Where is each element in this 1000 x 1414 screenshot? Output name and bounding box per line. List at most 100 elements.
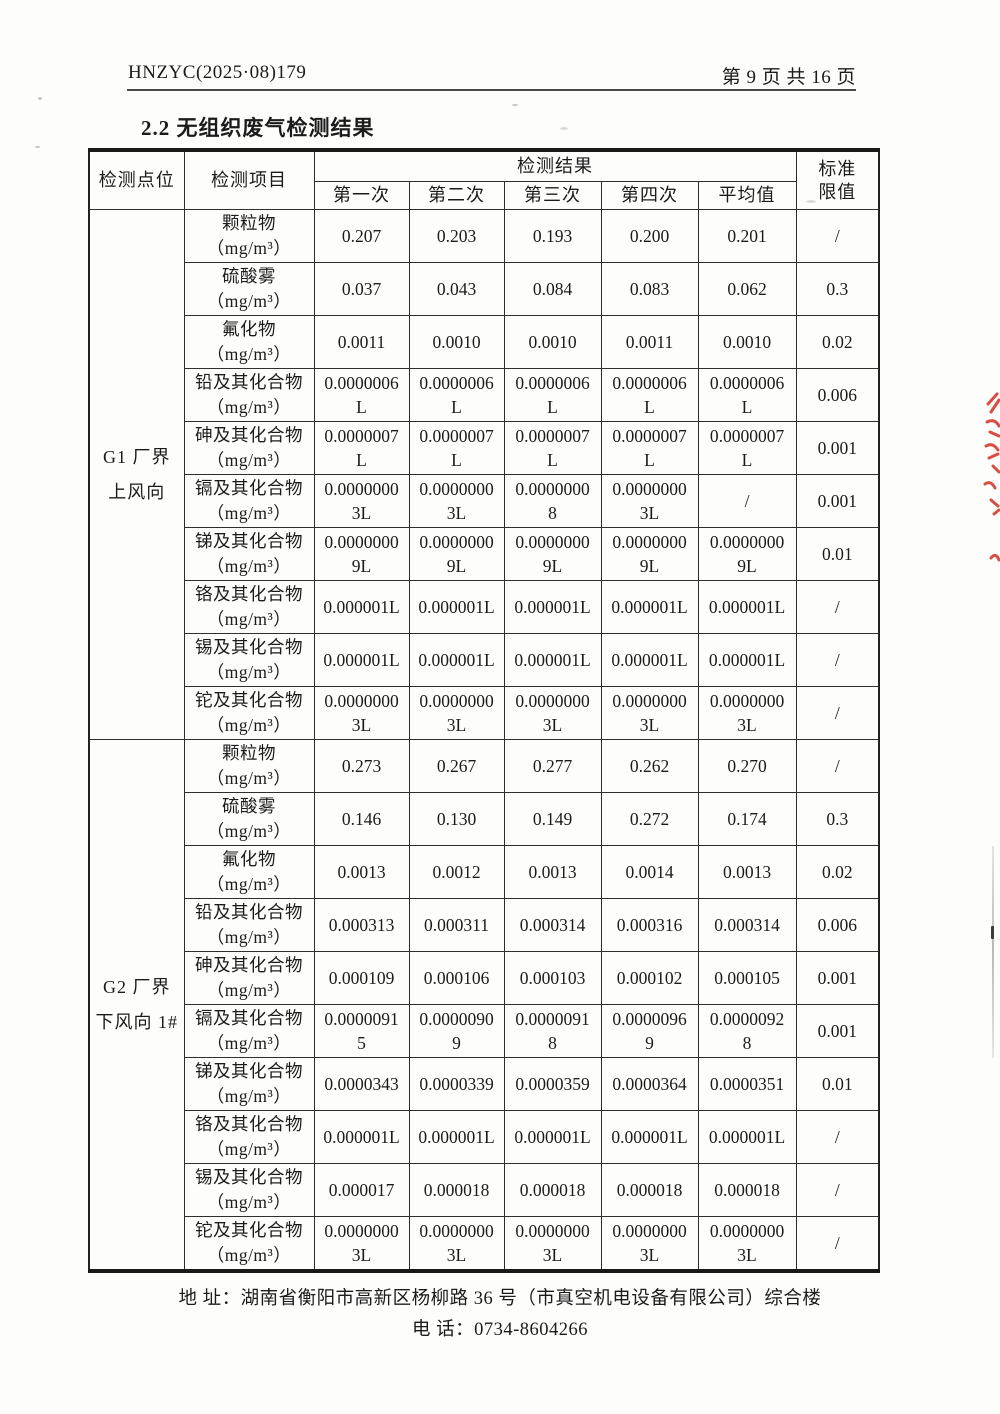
table-row: 铊及其化合物 （mg/m³） 0.0000000 3L 0.0000000 3L 0.0… xyxy=(89,686,880,740)
result-value-cell: 0.000103 xyxy=(503,951,602,1005)
item-name: 铅及其化合物 xyxy=(195,901,303,922)
result-value-cell: 0.0000343 xyxy=(313,1057,410,1111)
result-value-cell: 0.084 xyxy=(503,262,602,316)
footer-address: 地 址：湖南省衡阳市高新区杨柳路 36 号（市真空机电设备有限公司）综合楼 xyxy=(178,1289,822,1309)
table-row: 镉及其化合物 （mg/m³） 0.0000000 3L 0.0000000 3L 0.0… xyxy=(89,474,880,528)
standard-limit-cell: / xyxy=(795,580,880,634)
scan-speck xyxy=(560,127,568,130)
result-value-cell: 0.000018 xyxy=(408,1163,505,1217)
result-value-cell: 0.0000000 3L xyxy=(313,686,410,740)
table-row: 铬及其化合物 （mg/m³） 0.000001L 0.000001L 0.000001L… xyxy=(89,580,880,634)
red-seal-fragment-icon xyxy=(983,392,1000,562)
result-value-cell: 0.0000364 xyxy=(600,1057,699,1111)
col-header-run-3: 第三次 xyxy=(503,181,602,210)
result-value-cell: 0.149 xyxy=(503,792,602,846)
result-value-cell: 0.0000000 3L xyxy=(408,474,505,528)
item-unit: （mg/m³） xyxy=(206,1139,292,1159)
result-value-cell: 0.0000007 L xyxy=(697,421,797,475)
result-value-cell: 0.0000000 3L xyxy=(697,1216,797,1272)
item-unit: （mg/m³） xyxy=(206,1086,292,1106)
result-value-cell: 0.0000000 3L xyxy=(600,686,699,740)
result-value-cell: 0.0000007 L xyxy=(600,421,699,475)
standard-limit-cell: 0.01 xyxy=(795,527,880,581)
item-unit: （mg/m³） xyxy=(206,450,292,470)
item-name: 砷及其化合物 xyxy=(195,954,303,975)
table-row: 氟化物 （mg/m³） 0.0011 0.0010 0.0010 0.0011 0.0010… xyxy=(89,315,880,369)
result-value-cell: 0.0000090 9 xyxy=(408,1004,505,1058)
monitoring-item-cell: 锑及其化合物 （mg/m³） xyxy=(183,1057,315,1111)
result-value-cell: 0.0000000 3L xyxy=(408,686,505,740)
result-value-cell: 0.0000359 xyxy=(503,1057,602,1111)
result-value-cell: 0.000018 xyxy=(600,1163,699,1217)
result-value-cell: 0.277 xyxy=(503,739,602,793)
result-value-cell: 0.0012 xyxy=(408,845,505,899)
monitoring-item-cell: 锡及其化合物 （mg/m³） xyxy=(183,1163,315,1217)
table-row: 锡及其化合物 （mg/m³） 0.000017 0.000018 0.000018 0.0… xyxy=(89,1163,880,1217)
item-unit: （mg/m³） xyxy=(206,397,292,417)
result-value-cell: 0.037 xyxy=(313,262,410,316)
result-value-cell: 0.000001L xyxy=(313,1110,410,1164)
item-name: 铅及其化合物 xyxy=(195,371,303,392)
result-value-cell: 0.0000007 L xyxy=(408,421,505,475)
item-name: 氟化物 xyxy=(222,318,276,339)
standard-limit-cell: 0.001 xyxy=(795,474,880,528)
result-value-cell: 0.0000000 3L xyxy=(408,1216,505,1272)
result-value-cell: 0.0010 xyxy=(697,315,797,369)
col-header-results-group: 检测结果 xyxy=(313,149,797,182)
page-header: HNZYC(2025·08)179 第 9 页 共 16 页 xyxy=(128,62,856,89)
result-value-cell: 0.0000000 9L xyxy=(503,527,602,581)
result-value-cell: 0.0000000 9L xyxy=(313,527,410,581)
monitoring-item-cell: 铅及其化合物 （mg/m³） xyxy=(183,898,315,952)
item-name: 砷及其化合物 xyxy=(195,424,303,445)
col-header-run-2: 第二次 xyxy=(408,181,505,210)
result-value-cell: 0.262 xyxy=(600,739,699,793)
result-value-cell: 0.270 xyxy=(697,739,797,793)
table-row: 铅及其化合物 （mg/m³） 0.000313 0.000311 0.000314 0.0… xyxy=(89,898,880,952)
result-value-cell: 0.0000092 8 xyxy=(697,1004,797,1058)
monitoring-item-cell: 镉及其化合物 （mg/m³） xyxy=(183,1004,315,1058)
table-row: 铬及其化合物 （mg/m³） 0.000001L 0.000001L 0.000001L… xyxy=(89,1110,880,1164)
result-value-cell: 0.000109 xyxy=(313,951,410,1005)
result-value-cell: 0.000001L xyxy=(313,633,410,687)
standard-limit-cell: 0.001 xyxy=(795,1004,880,1058)
standard-limit-cell: / xyxy=(795,739,880,793)
result-value-cell: 0.083 xyxy=(600,262,699,316)
result-value-cell: 0.0010 xyxy=(408,315,505,369)
result-value-cell: 0.273 xyxy=(313,739,410,793)
table-header-row-1: 检测点位 检测项目 检测结果 标准 限值 xyxy=(88,149,880,210)
item-name: 硫酸雾 xyxy=(222,795,276,816)
result-value-cell: 0.0000000 3L xyxy=(600,474,699,528)
doc-number: HNZYC(2025·08)179 xyxy=(128,62,307,83)
scan-edge-line xyxy=(992,846,994,1058)
result-value-cell: 0.0000000 3L xyxy=(313,1216,410,1272)
item-name: 镉及其化合物 xyxy=(195,1007,303,1028)
item-name: 锡及其化合物 xyxy=(195,1166,303,1187)
result-value-cell: 0.0010 xyxy=(503,315,602,369)
result-value-cell: 0.272 xyxy=(600,792,699,846)
result-value-cell: 0.000001L xyxy=(313,580,410,634)
item-name: 硫酸雾 xyxy=(222,265,276,286)
item-name: 铬及其化合物 xyxy=(195,583,303,604)
standard-limit-cell: 0.02 xyxy=(795,315,880,369)
result-value-cell: 0.000106 xyxy=(408,951,505,1005)
monitoring-item-cell: 氟化物 （mg/m³） xyxy=(183,315,315,369)
result-value-cell: 0.000102 xyxy=(600,951,699,1005)
result-value-cell: 0.130 xyxy=(408,792,505,846)
detection-results-table: 检测点位 检测项目 检测结果 标准 限值 第一次 第二次 第三次 第四次 平均值… xyxy=(88,148,881,1273)
result-value-cell: 0.000001L xyxy=(503,633,602,687)
result-value-cell: 0.0000096 9 xyxy=(600,1004,699,1058)
result-value-cell: / xyxy=(697,474,797,528)
result-value-cell: 0.000017 xyxy=(313,1163,410,1217)
result-value-cell: 0.000311 xyxy=(408,898,505,952)
item-name: 颗粒物 xyxy=(222,742,276,763)
result-value-cell: 0.000001L xyxy=(600,1110,699,1164)
table-head: 检测点位 检测项目 检测结果 标准 限值 第一次 第二次 第三次 第四次 平均值 xyxy=(88,149,880,210)
table-row: G2 厂界 下风向 1# 颗粒物 （mg/m³） 0.273 0.267 0.277 0.2… xyxy=(88,739,880,1272)
result-value-cell: 0.0000351 xyxy=(697,1057,797,1111)
standard-limit-cell: 0.3 xyxy=(795,792,880,846)
monitoring-item-cell: 铅及其化合物 （mg/m³） xyxy=(183,368,315,422)
item-unit: （mg/m³） xyxy=(206,715,292,735)
result-value-cell: 0.0000000 3L xyxy=(697,686,797,740)
table-row: 铅及其化合物 （mg/m³） 0.0000006 L 0.0000006 L 0.000… xyxy=(89,368,880,422)
result-value-cell: 0.0000007 L xyxy=(503,421,602,475)
